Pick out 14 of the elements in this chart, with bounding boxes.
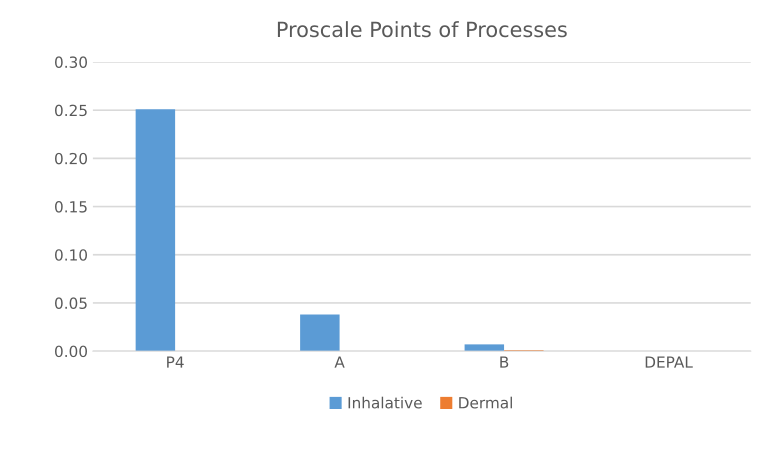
legend-label: Dermal [459,396,512,409]
y-tick-label: 0.05 [55,297,87,309]
y-tick-label: 0.30 [55,56,88,68]
chart-title: Proscale Points of Processes [278,21,567,38]
y-tick-label: 0.20 [55,152,88,164]
x-tick-label: DEPAL [646,356,693,368]
x-tick-label: A [334,356,345,368]
y-tick-label: 0.10 [55,249,88,261]
x-tick-label: P4 [167,356,184,368]
y-tick-label: 0.00 [55,346,88,358]
y-tick-label: 0.25 [55,104,87,116]
y-tick-label: 0.15 [55,201,87,213]
x-tick-label: B [500,356,508,368]
legend-label: Inhalative [348,396,422,409]
